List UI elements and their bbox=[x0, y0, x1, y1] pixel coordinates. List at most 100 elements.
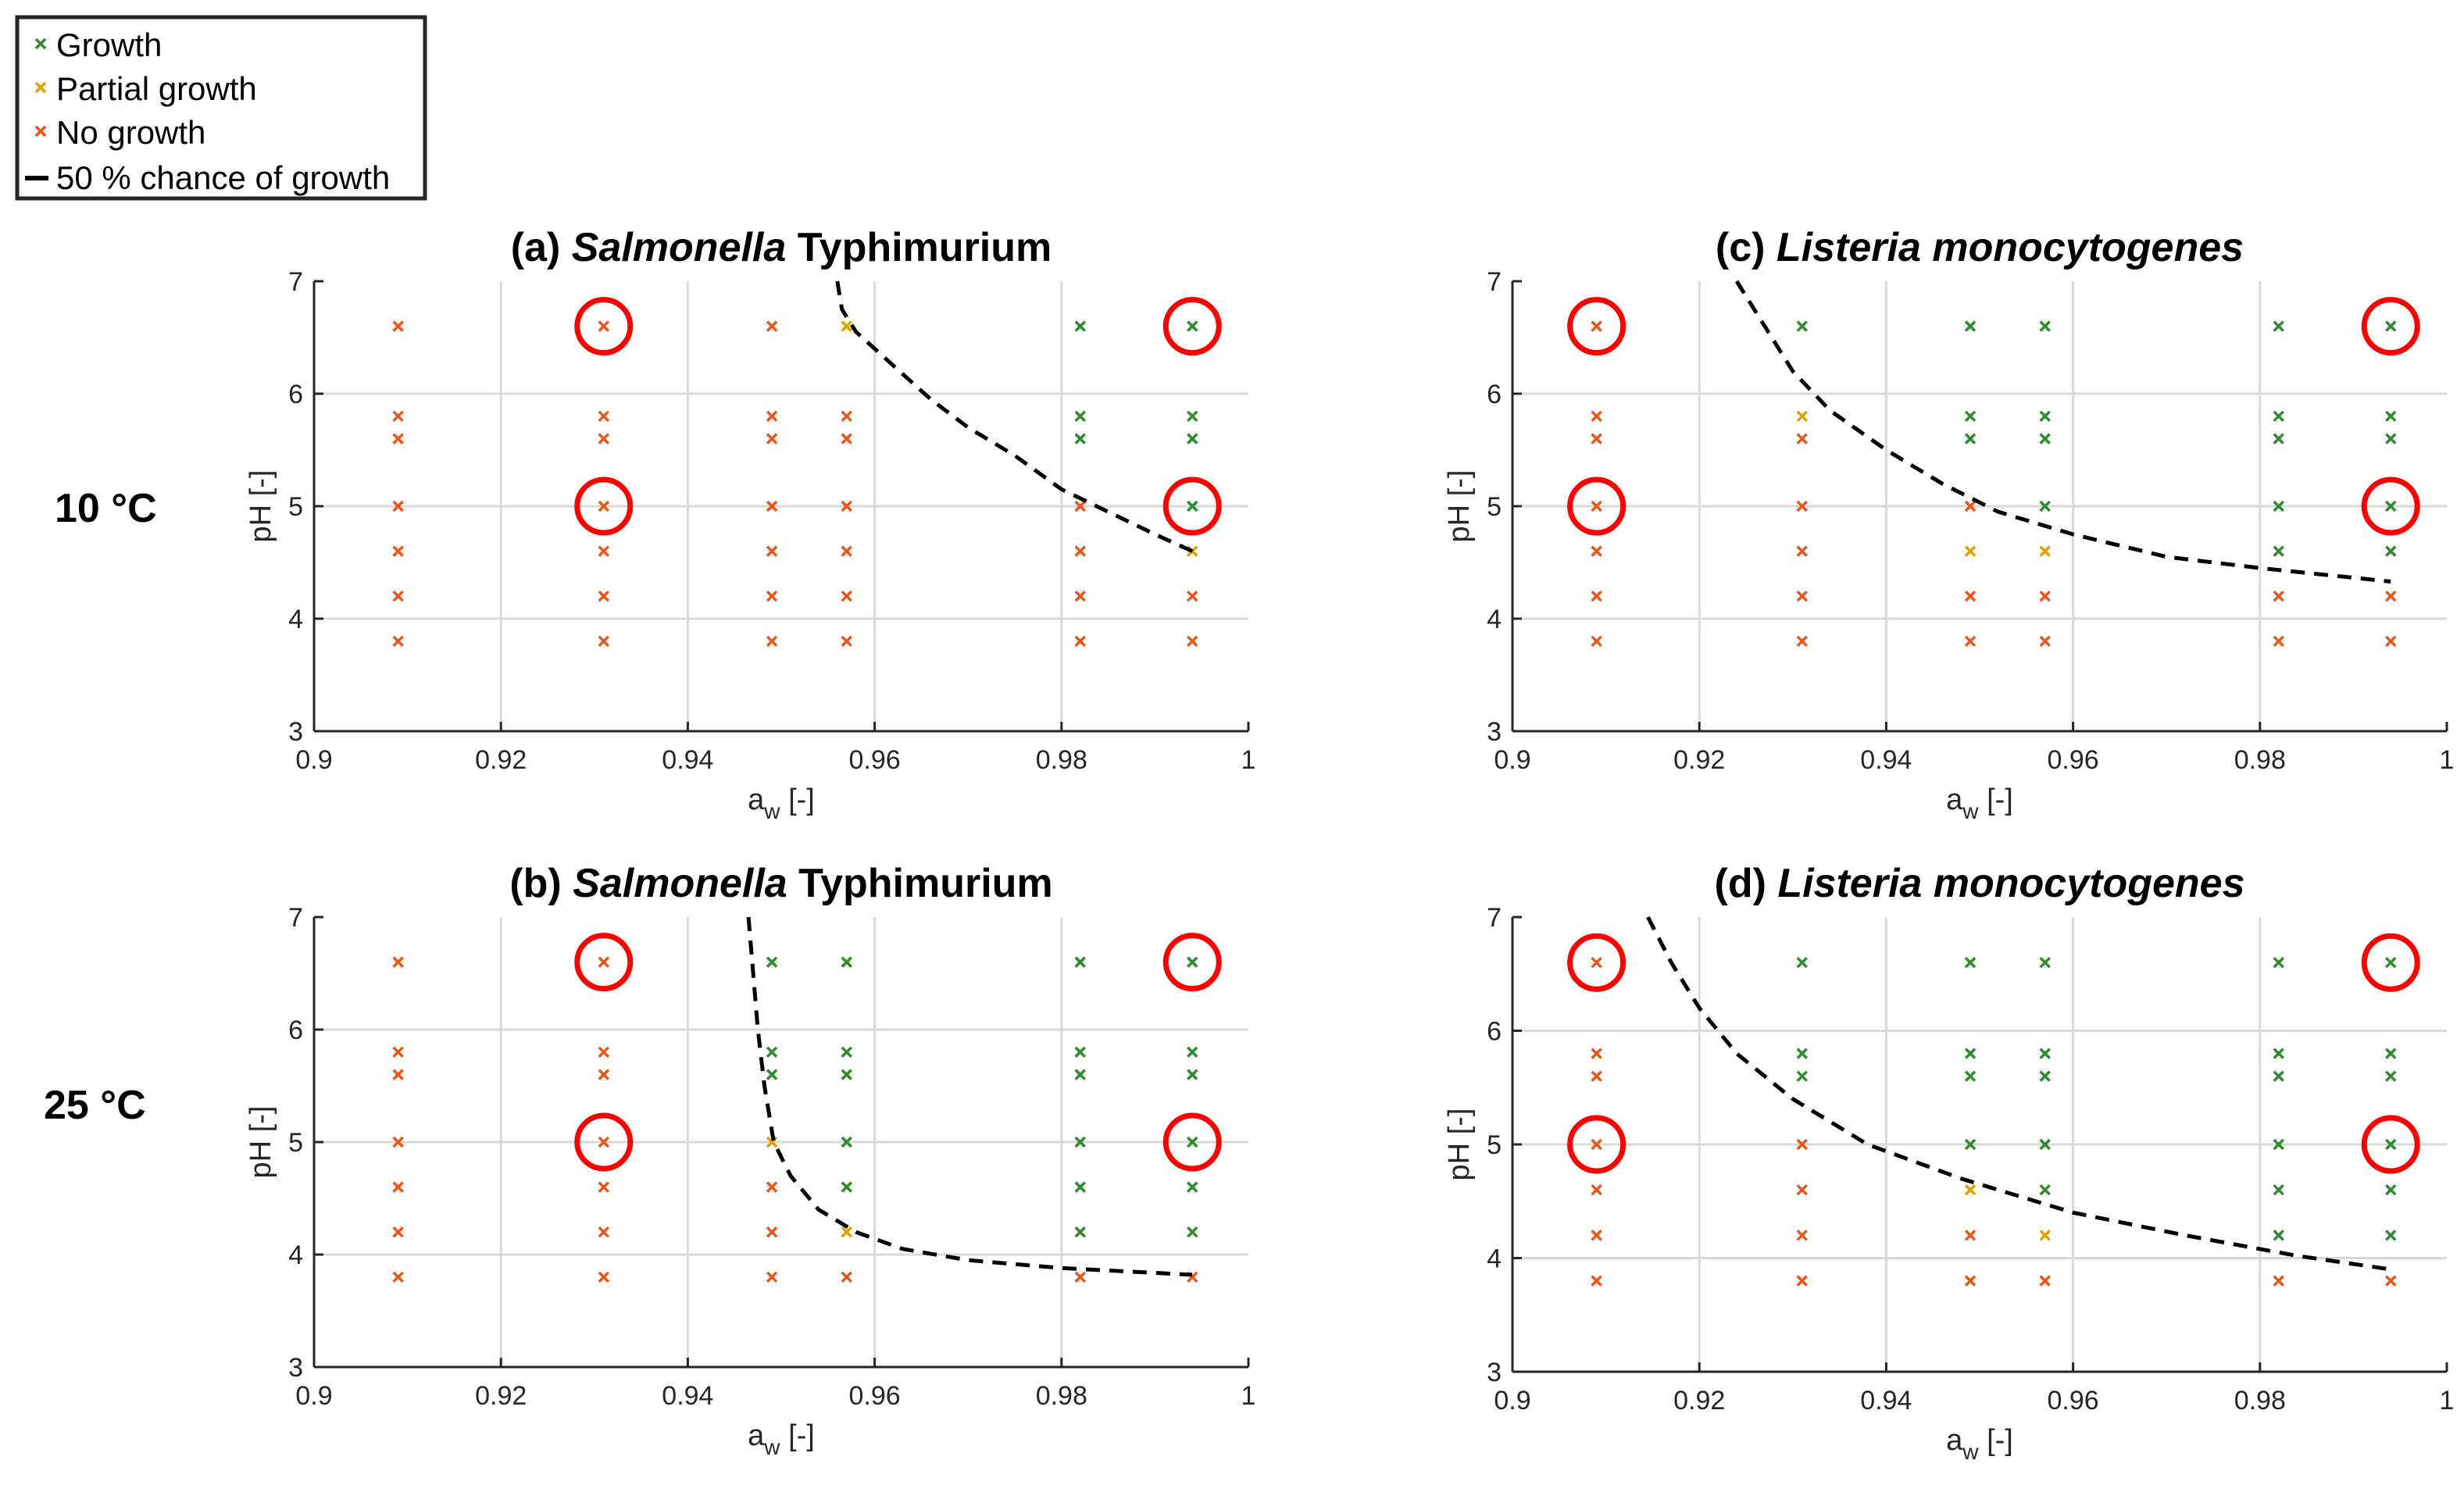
point-no-growth bbox=[1074, 1271, 1086, 1283]
point-growth bbox=[841, 1046, 852, 1058]
panel-d: 0.9 0.92 0.94 0.96 0.98 1 3 4 5 6 7 aw [-] pH [-] (d)… bbox=[1443, 861, 2454, 1464]
highlight-circle bbox=[1567, 477, 1627, 536]
point-growth bbox=[2273, 433, 2284, 444]
panel-title: (b) Salmonella Typhimurium bbox=[509, 861, 1052, 906]
x-tick-label: 0.96 bbox=[2048, 745, 2099, 775]
point-no-growth bbox=[598, 590, 609, 602]
point-growth bbox=[1187, 410, 1198, 423]
point-growth bbox=[1964, 433, 1977, 444]
point-no-growth bbox=[1964, 590, 1977, 602]
y-tick-label: 7 bbox=[288, 903, 303, 933]
x-tick-label: 1 bbox=[2440, 1386, 2455, 1415]
curve-50pct bbox=[1734, 280, 2391, 584]
point-growth bbox=[1187, 956, 1198, 968]
grid bbox=[1512, 281, 2447, 731]
highlight-circle bbox=[2361, 477, 2420, 536]
point-no-growth bbox=[1796, 545, 1808, 557]
x-tick-label: 0.96 bbox=[2048, 1386, 2099, 1415]
highlight-circle bbox=[1567, 933, 1627, 992]
x-tick-label: 0.98 bbox=[1036, 1381, 1087, 1411]
y-tick-label: 4 bbox=[288, 605, 303, 634]
point-no-growth bbox=[392, 320, 404, 332]
point-growth bbox=[1796, 956, 1808, 969]
point-growth bbox=[1187, 1046, 1198, 1058]
point-no-growth bbox=[1964, 1275, 1977, 1287]
x-tick-label: 0.98 bbox=[1036, 745, 1087, 775]
legend-box bbox=[15, 15, 427, 201]
point-no-growth bbox=[841, 635, 852, 648]
y-tick-label: 5 bbox=[288, 1128, 303, 1158]
point-growth bbox=[1964, 1048, 1977, 1059]
point-no-growth bbox=[766, 500, 778, 512]
point-no-growth bbox=[2273, 590, 2284, 602]
legend-curve-label: 50 % chance of growth bbox=[56, 159, 390, 196]
highlight-circle bbox=[1567, 1115, 1627, 1174]
point-growth bbox=[1187, 1136, 1198, 1148]
point-growth bbox=[2039, 1138, 2051, 1151]
point-no-growth bbox=[392, 1181, 404, 1193]
point-growth bbox=[1187, 1226, 1198, 1238]
point-no-growth bbox=[2385, 635, 2397, 648]
legend-partial-marker bbox=[34, 81, 47, 94]
point-no-growth bbox=[1074, 500, 1086, 512]
x-tick-label: 0.98 bbox=[2234, 745, 2286, 775]
point-partial-growth bbox=[1964, 1183, 1977, 1196]
point-growth bbox=[1964, 410, 1977, 423]
y-tick-label: 3 bbox=[1487, 1358, 1502, 1387]
point-no-growth bbox=[392, 635, 404, 648]
point-partial-growth bbox=[841, 320, 852, 332]
highlight-circle bbox=[574, 477, 634, 536]
y-axis-label: pH [-] bbox=[245, 1106, 277, 1179]
point-no-growth bbox=[1796, 635, 1808, 648]
highlight-circle bbox=[574, 297, 634, 356]
panel-c: 0.9 0.92 0.94 0.96 0.98 1 3 4 5 6 7 aw [-] pH [-] (c)… bbox=[1443, 225, 2454, 823]
x-tick-label: 0.94 bbox=[1860, 1386, 1912, 1415]
point-growth bbox=[1074, 410, 1086, 423]
point-no-growth bbox=[2039, 590, 2051, 602]
point-growth bbox=[1187, 433, 1198, 444]
highlight-circle bbox=[1162, 1112, 1222, 1172]
y-axis-label: pH [-] bbox=[245, 470, 277, 543]
point-growth bbox=[841, 1181, 852, 1193]
point-growth bbox=[1074, 1181, 1086, 1193]
point-no-growth bbox=[766, 1271, 778, 1283]
y-tick-label: 7 bbox=[288, 267, 303, 297]
y-tick-label: 4 bbox=[1487, 605, 1502, 634]
point-no-growth bbox=[1591, 635, 1602, 648]
x-tick-label: 1 bbox=[1241, 745, 1256, 775]
x-axis-label: aw [-] bbox=[1946, 1424, 2013, 1464]
x-tick-label: 0.96 bbox=[849, 745, 901, 775]
point-no-growth bbox=[598, 1226, 609, 1238]
point-growth bbox=[2039, 1048, 2051, 1059]
point-growth bbox=[2273, 1138, 2284, 1151]
legend-marker-cross bbox=[34, 125, 47, 137]
point-no-growth bbox=[841, 590, 852, 602]
point-no-growth bbox=[1187, 635, 1198, 648]
point-growth bbox=[2039, 1183, 2051, 1196]
y-tick-label: 5 bbox=[1487, 492, 1502, 522]
x-tick-label: 1 bbox=[2440, 745, 2455, 775]
point-growth bbox=[1796, 1048, 1808, 1059]
point-no-growth bbox=[1591, 320, 1602, 332]
y-tick-label: 3 bbox=[1487, 717, 1502, 747]
point-growth bbox=[841, 1069, 852, 1080]
point-no-growth bbox=[598, 433, 609, 444]
panel-b: 0.9 0.92 0.94 0.96 0.98 1 3 4 5 6 7 aw [-] pH [-] (b)… bbox=[245, 861, 1255, 1459]
x-tick-label: 0.92 bbox=[475, 1381, 527, 1411]
y-tick-label: 3 bbox=[288, 1353, 303, 1383]
point-no-growth bbox=[392, 1271, 404, 1283]
x-tick-label: 0.9 bbox=[295, 1381, 332, 1411]
point-growth bbox=[2273, 1048, 2284, 1059]
x-axis-label: aw [-] bbox=[1946, 784, 2013, 823]
point-growth bbox=[2273, 320, 2284, 332]
x-tick-label: 0.9 bbox=[1494, 1386, 1530, 1415]
point-growth bbox=[1074, 320, 1086, 332]
x-tick-label: 0.94 bbox=[662, 745, 713, 775]
x-tick-label: 0.98 bbox=[2234, 1386, 2286, 1415]
point-no-growth bbox=[392, 956, 404, 968]
y-tick-label: 5 bbox=[288, 492, 303, 522]
y-tick-label: 3 bbox=[288, 717, 303, 747]
point-growth bbox=[2039, 956, 2051, 969]
point-no-growth bbox=[2273, 635, 2284, 648]
point-no-growth bbox=[1591, 1275, 1602, 1287]
